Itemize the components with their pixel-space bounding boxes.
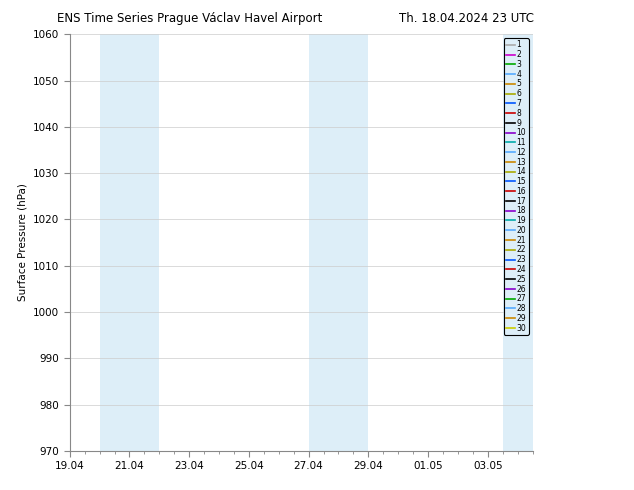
Bar — [100, 34, 159, 451]
Bar — [309, 34, 368, 451]
Y-axis label: Surface Pressure (hPa): Surface Pressure (hPa) — [18, 184, 27, 301]
Text: ENS Time Series Prague Václav Havel Airport: ENS Time Series Prague Václav Havel Airp… — [57, 12, 323, 25]
Bar — [503, 34, 533, 451]
Legend: 1, 2, 3, 4, 5, 6, 7, 8, 9, 10, 11, 12, 13, 14, 15, 16, 17, 18, 19, 20, 21, 22, 2: 1, 2, 3, 4, 5, 6, 7, 8, 9, 10, 11, 12, 1… — [503, 38, 529, 335]
Text: Th. 18.04.2024 23 UTC: Th. 18.04.2024 23 UTC — [399, 12, 534, 25]
